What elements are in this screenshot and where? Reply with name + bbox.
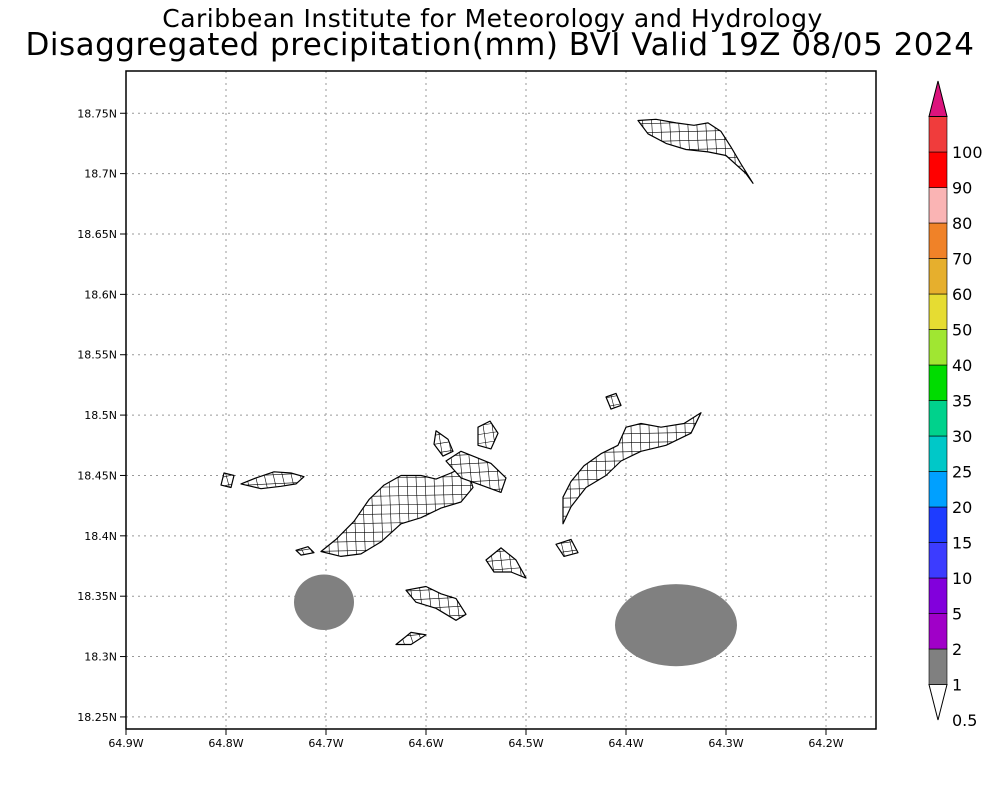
x-tick-label: 64.8W (208, 737, 243, 750)
cell-line (225, 473, 230, 488)
island-outline (605, 392, 622, 410)
colorbar-bin (928, 258, 948, 295)
y-tick-label: 18.5N (84, 409, 117, 422)
colorbar-bin (928, 577, 948, 614)
cell-line (563, 458, 701, 463)
colorbar-label: 5 (952, 605, 962, 624)
cell-line (504, 451, 506, 493)
colorbar-label: 35 (952, 392, 972, 411)
island-outline (477, 420, 499, 450)
x-tick-label: 64.9W (108, 737, 143, 750)
precip-layer (294, 574, 737, 667)
y-tick-label: 18.45N (77, 469, 117, 482)
y-tick-label: 18.55N (77, 349, 117, 362)
colorbar-bin (928, 648, 948, 685)
colorbar-label: 90 (952, 179, 972, 198)
x-tick-label: 64.6W (408, 737, 443, 750)
island-outline (433, 430, 454, 457)
cell-line (486, 567, 526, 571)
colorbar-bin (928, 364, 948, 401)
colorbar-bin (928, 435, 948, 472)
y-tick-label: 18.4N (84, 530, 117, 543)
cell-line (478, 431, 498, 435)
precip-area (615, 584, 737, 667)
colorbar-bin (928, 471, 948, 508)
colorbar-bin (928, 329, 948, 366)
cell-line (576, 412, 581, 524)
cell-line (563, 503, 701, 508)
y-tick-label: 18.7N (84, 168, 117, 181)
cell-line (241, 482, 304, 486)
island-outline (320, 465, 474, 558)
colorbar-label: 20 (952, 498, 972, 517)
island-outline (555, 538, 579, 558)
island-outline (240, 471, 305, 490)
cell-line (638, 174, 753, 179)
map-grid (125, 71, 876, 729)
cell-line (482, 421, 487, 449)
colorbar-label: 30 (952, 427, 972, 446)
map-frame (125, 70, 877, 730)
colorbar-label: 1 (952, 676, 962, 695)
y-tick-label: 18.75N (77, 107, 117, 120)
colorbar-label: 60 (952, 285, 972, 304)
islands-layer (220, 118, 754, 646)
colorbar-bin (928, 80, 948, 117)
title-line-2: Disaggregated precipitation(mm) BVI Vali… (25, 27, 975, 63)
cell-line (221, 474, 234, 478)
colorbar-label: 40 (952, 356, 972, 375)
colorbar-label: 80 (952, 214, 972, 233)
island-outline (445, 450, 507, 493)
cell-line (409, 632, 414, 645)
island-outline (637, 118, 754, 184)
cell-line (321, 467, 473, 471)
island-outline (405, 585, 467, 621)
colorbar-label: 15 (952, 534, 972, 553)
colorbar-bin (928, 613, 948, 650)
y-tick-label: 18.35N (77, 590, 117, 603)
island-outline (562, 412, 702, 525)
colorbar-bin (928, 506, 948, 543)
colorbar-label: 100 (952, 143, 983, 162)
colorbar-label: 70 (952, 250, 972, 269)
colorbar-label: 2 (952, 640, 962, 659)
colorbar-label: 10 (952, 569, 972, 588)
y-tick-label: 18.65N (77, 228, 117, 241)
cell-line (563, 494, 701, 499)
y-axis: 18.25N 18.3N 18.35N 18.4N 18.45N 18.5N 18.55N 1… (77, 107, 126, 724)
x-tick-label: 64.3W (708, 737, 743, 750)
colorbar-bin (928, 293, 948, 330)
title-line-1: Caribbean Institute for Meteorology and … (162, 4, 823, 33)
x-tick-label: 64.5W (508, 737, 543, 750)
cell-line (619, 393, 621, 410)
cell-line (638, 165, 753, 170)
cell-line (563, 512, 701, 517)
colorbar-bin (928, 684, 948, 721)
colorbar-bin (928, 187, 948, 224)
cell-line (610, 393, 615, 410)
precip-area (294, 574, 354, 630)
cell-line (446, 452, 506, 457)
colorbar-bin (928, 542, 948, 579)
colorbar-bin (928, 151, 948, 188)
x-axis: 64.9W 64.8W 64.7W 64.6W 64.5W 64.4W 64.3W 64.2W (108, 729, 844, 750)
colorbar-label: 0.5 (952, 711, 977, 730)
colorbar-label: 50 (952, 321, 972, 340)
colorbar-bin (928, 116, 948, 153)
y-tick-label: 18.6N (84, 288, 117, 301)
colorbar-bin (928, 222, 948, 259)
colorbar-bin (928, 400, 948, 437)
colorbar-label: 25 (952, 463, 972, 482)
x-tick-label: 64.2W (808, 737, 843, 750)
x-tick-label: 64.4W (608, 737, 643, 750)
y-tick-label: 18.25N (77, 711, 117, 724)
island-outline (485, 547, 527, 579)
cell-line (693, 412, 698, 524)
y-tick-label: 18.3N (84, 651, 117, 664)
x-tick-label: 64.7W (308, 737, 343, 750)
